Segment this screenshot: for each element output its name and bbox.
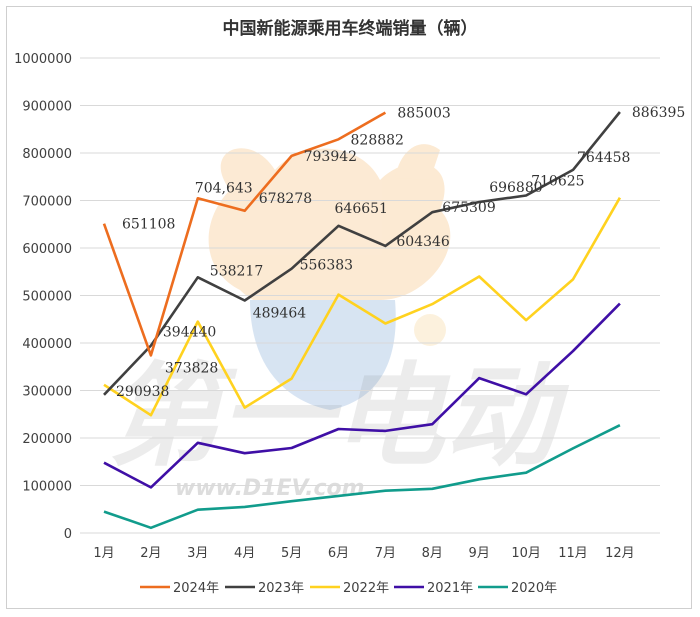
data-label: 678278 bbox=[259, 191, 312, 207]
legend: 2024年 2023年 2022年 2021年 2020年 bbox=[140, 581, 557, 596]
x-tick-label: 11月 bbox=[558, 546, 588, 561]
series-line-2022年 bbox=[103, 197, 622, 417]
grid-lines bbox=[80, 57, 660, 534]
y-tick-label: 400000 bbox=[22, 337, 72, 352]
series-line-2020年 bbox=[103, 424, 621, 530]
chart-title: 中国新能源乘用车终端销量（辆） bbox=[222, 19, 478, 39]
y-tick-label: 100000 bbox=[22, 480, 72, 495]
data-label: 885003 bbox=[397, 106, 450, 122]
series-line-2024年 bbox=[102, 111, 387, 357]
data-label: 886395 bbox=[632, 105, 685, 121]
legend-item-label: 2022年 bbox=[343, 581, 389, 596]
x-tick-label: 12月 bbox=[605, 546, 635, 561]
x-tick-label: 1月 bbox=[93, 546, 114, 561]
data-label: 538217 bbox=[210, 263, 263, 279]
x-tick-label: 5月 bbox=[281, 546, 302, 561]
data-label: 651108 bbox=[122, 217, 175, 233]
x-tick-label: 4月 bbox=[234, 546, 255, 561]
legend-item-label: 2021年 bbox=[427, 581, 473, 596]
y-tick-label: 600000 bbox=[22, 242, 72, 257]
y-axis-ticks: 0 100000 200000 300000 400000 500000 600000 700… bbox=[14, 52, 72, 542]
y-tick-label: 800000 bbox=[22, 147, 72, 162]
x-tick-label: 6月 bbox=[328, 546, 349, 561]
data-label: 646651 bbox=[335, 201, 388, 217]
data-label: 604346 bbox=[396, 234, 450, 250]
legend-item-label: 2023年 bbox=[258, 581, 304, 596]
data-label: 704,643 bbox=[195, 180, 253, 196]
x-tick-label: 8月 bbox=[422, 546, 443, 561]
x-tick-label: 7月 bbox=[375, 546, 396, 561]
y-tick-label: 200000 bbox=[22, 432, 72, 447]
y-tick-label: 1000000 bbox=[14, 52, 72, 67]
data-label: 710625 bbox=[531, 173, 584, 189]
y-tick-label: 900000 bbox=[22, 100, 72, 115]
data-label: 394440 bbox=[163, 325, 216, 341]
data-label: 373828 bbox=[165, 360, 218, 376]
data-label: 675309 bbox=[442, 200, 495, 216]
data-label: 290938 bbox=[116, 384, 169, 400]
series-line-2023年 bbox=[103, 111, 621, 396]
x-tick-label: 9月 bbox=[469, 546, 490, 561]
series-line-2021年 bbox=[103, 302, 621, 489]
chart-frame bbox=[6, 6, 692, 609]
x-tick-label: 2月 bbox=[140, 546, 161, 561]
x-tick-label: 3月 bbox=[187, 546, 208, 561]
data-label: 556383 bbox=[300, 258, 353, 274]
y-tick-label: 700000 bbox=[22, 195, 72, 210]
series-lines bbox=[102, 111, 622, 530]
x-tick-label: 10月 bbox=[511, 546, 541, 561]
y-tick-label: 300000 bbox=[22, 385, 72, 400]
data-label: 828882 bbox=[351, 132, 404, 148]
data-label: 793942 bbox=[304, 149, 357, 165]
x-axis-ticks: 1月 2月 3月 4月 5月 6月 7月 8月 9月 10月 11月 12月 bbox=[93, 546, 634, 561]
data-label: 696880 bbox=[489, 180, 542, 196]
data-label: 764458 bbox=[577, 150, 630, 166]
y-tick-label: 500000 bbox=[22, 290, 72, 305]
legend-item-label: 2024年 bbox=[173, 581, 219, 596]
y-tick-label: 0 bbox=[64, 527, 72, 542]
legend-item-label: 2020年 bbox=[511, 581, 557, 596]
data-label: 489464 bbox=[253, 306, 307, 322]
